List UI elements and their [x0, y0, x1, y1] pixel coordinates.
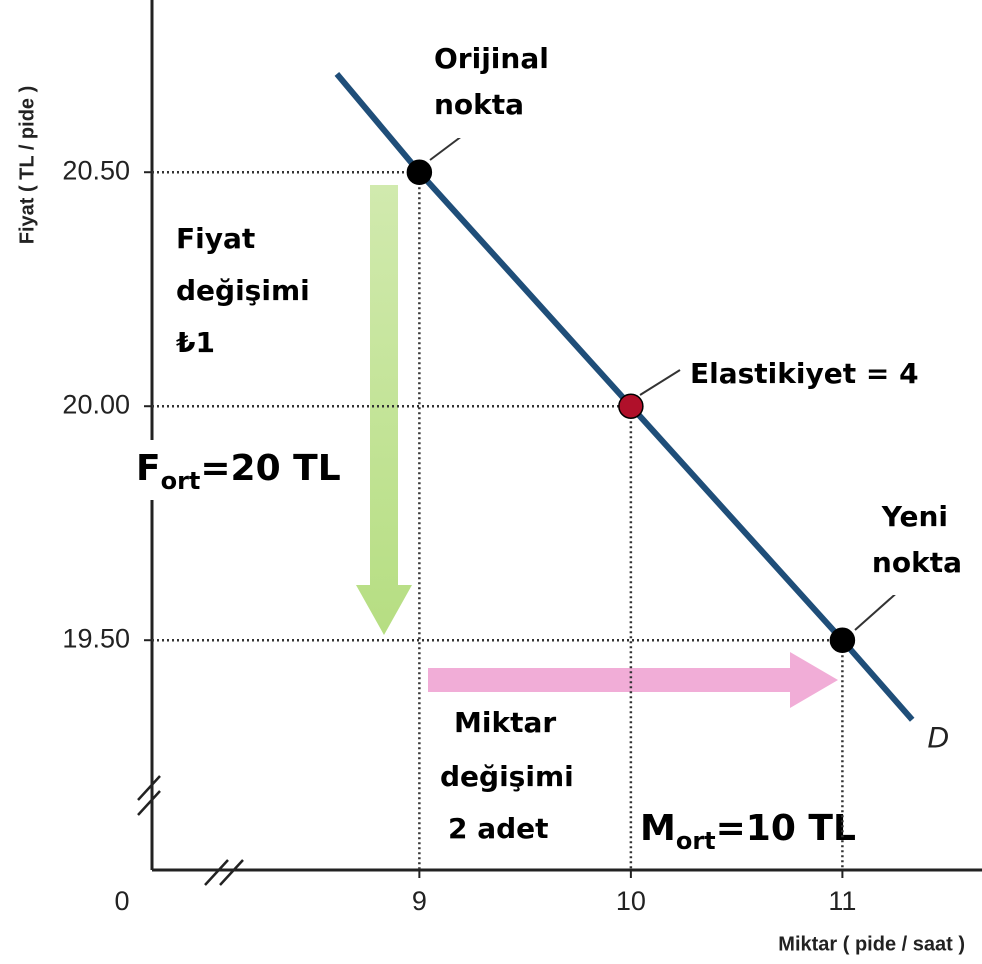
- label-bg: [130, 440, 355, 500]
- x-axis-label: Miktar ( pide / saat ): [778, 933, 965, 955]
- annotation: değişimi: [440, 760, 574, 793]
- x-tick-label: 10: [616, 886, 646, 916]
- annotation: Orijinal: [434, 42, 549, 75]
- label-bg: [432, 700, 602, 850]
- y-tick-label: 20.00: [62, 389, 130, 419]
- annotation: Fiyat: [176, 222, 255, 255]
- annotation: Elastikiyet = 4: [690, 357, 919, 390]
- origin-label: 0: [114, 886, 129, 916]
- annotation: değişimi: [176, 274, 310, 307]
- axis-break: [204, 859, 229, 886]
- annotation-part: =20 TL: [200, 448, 340, 489]
- axis-break: [219, 859, 244, 886]
- label-bg: [858, 495, 978, 595]
- x-tick-label: 11: [828, 886, 856, 916]
- y-axis-label: Fiyat ( TL / pide ): [16, 86, 38, 245]
- axis-break: [137, 775, 161, 801]
- leader: [639, 369, 681, 396]
- annotation-part: M: [640, 808, 676, 849]
- annotation: nokta: [872, 546, 962, 579]
- point: [829, 627, 856, 653]
- annotation: Fort=20 TL: [136, 448, 341, 495]
- quantity-arrow: [428, 652, 838, 708]
- annotation: Miktar: [454, 706, 556, 739]
- annotation: nokta: [434, 88, 524, 121]
- label-bg: [634, 800, 879, 860]
- label-bg: [684, 352, 934, 402]
- leader: [854, 589, 901, 631]
- annotation-part: F: [136, 448, 161, 489]
- annotation-sub: ort: [161, 467, 201, 495]
- annotation: ₺1: [176, 326, 215, 359]
- point: [618, 393, 644, 419]
- label-bg: [160, 210, 335, 380]
- annotation: Yeni: [881, 500, 948, 533]
- annotation: 2 adet: [448, 812, 549, 845]
- series-label: D: [927, 722, 949, 755]
- label-bg: [428, 38, 578, 138]
- axis-break: [137, 790, 161, 816]
- price-arrow: [356, 185, 412, 635]
- annotation: Mort=10 TL: [640, 808, 856, 855]
- point: [406, 159, 433, 185]
- annotation-part: =10 TL: [716, 808, 856, 849]
- y-tick-label: 19.50: [62, 623, 130, 653]
- x-tick-label: 9: [412, 886, 427, 916]
- y-tick-label: 20.50: [62, 155, 130, 185]
- annotation-sub: ort: [676, 827, 716, 855]
